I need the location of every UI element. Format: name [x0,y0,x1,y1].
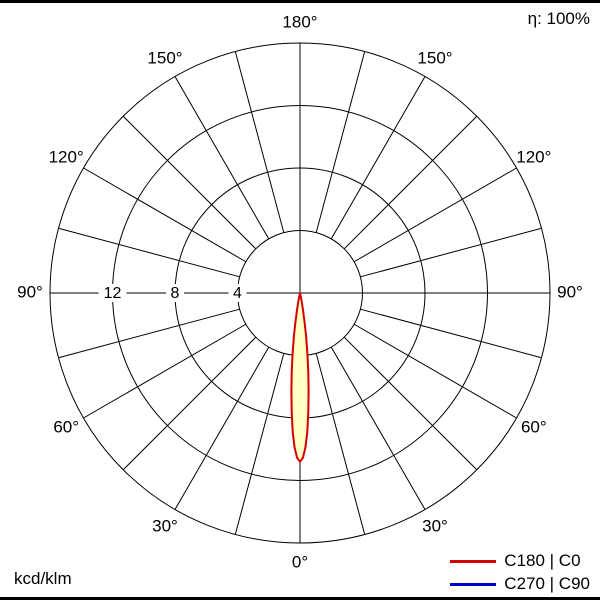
radial-tick-label: 4 [233,285,242,302]
grid-spoke [353,323,517,419]
efficiency-label: η: 100% [527,9,590,28]
legend-label-c90-c270: C270 | C90 [504,574,590,593]
grid-spoke [330,76,426,240]
angle-label: 30° [422,516,448,535]
grid-spoke [360,308,542,359]
radial-tick-label: 8 [171,285,180,302]
tick-label-halo [166,284,184,302]
angle-label: 120° [49,147,84,166]
beam-curve [290,292,310,463]
angle-label: 60° [521,417,547,436]
grid-spoke [174,346,270,510]
grid-spoke [234,353,285,535]
grid-spoke [58,227,240,278]
angle-label: 60° [53,417,79,436]
grid-spoke [58,308,240,359]
grid-spoke [330,346,426,510]
grid-spoke [234,51,285,233]
angle-label: 90° [17,282,43,301]
grid-spoke [353,167,517,263]
grid-spoke [343,336,478,471]
legend-label-c0-c180: C180 | C0 [504,551,581,570]
grid-spoke [315,51,366,233]
radial-tick-label: 12 [104,285,122,302]
legend-item-c0-c180: C180 | C0 [450,551,581,571]
angle-label: 180° [282,12,317,31]
angle-label: 150° [417,49,452,68]
angle-label: 0° [292,552,308,571]
angle-label: 90° [557,282,583,301]
legend-line-blue-icon [450,582,497,586]
tick-label-halo [228,284,247,302]
grid-spoke [360,227,542,278]
angle-label: 150° [147,49,182,68]
legend-item-c90-c270: C270 | C90 [450,574,590,594]
legend-line-red-icon [450,559,497,563]
grid-spoke [315,353,366,535]
grid-spoke [83,323,247,419]
angle-label: 120° [516,147,551,166]
grid-spoke [83,167,247,263]
legend: C180 | C0 C270 | C90 [450,551,590,594]
grid-spoke [122,336,257,471]
angle-label: 30° [152,516,178,535]
grid-spoke [343,115,478,250]
unit-label: kcd/klm [14,569,72,588]
grid-spoke [174,76,270,240]
grid-spoke [122,115,257,250]
tick-label-halo [98,284,127,302]
